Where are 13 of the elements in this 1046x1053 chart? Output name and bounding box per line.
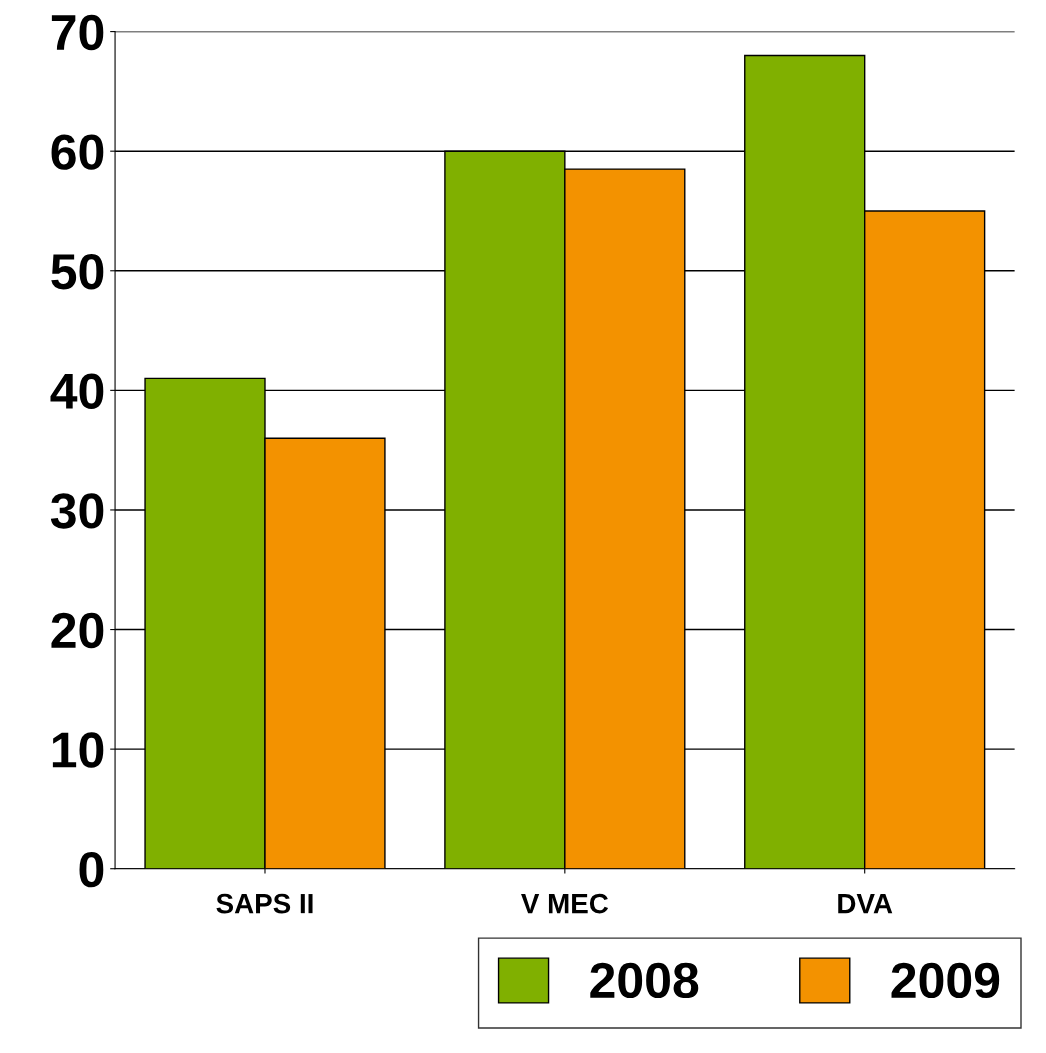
y-tick-label: 20 xyxy=(51,612,104,649)
x-tick-label: SAPS II xyxy=(216,893,313,914)
y-tick-label: 0 xyxy=(79,851,104,888)
x-tick-label: DVA xyxy=(838,894,893,914)
y-tick-label: 50 xyxy=(51,253,104,290)
y-tick-label: 70 xyxy=(51,14,104,51)
y-tick-label: 40 xyxy=(50,373,104,409)
y-tick-label: 60 xyxy=(51,134,104,170)
legend-label: 2008 xyxy=(590,962,699,999)
y-tick-label: 10 xyxy=(52,732,104,768)
y-tick-label: 30 xyxy=(50,493,104,529)
x-tick-label: V MEC xyxy=(521,893,609,914)
legend-label: 2009 xyxy=(891,962,1000,999)
